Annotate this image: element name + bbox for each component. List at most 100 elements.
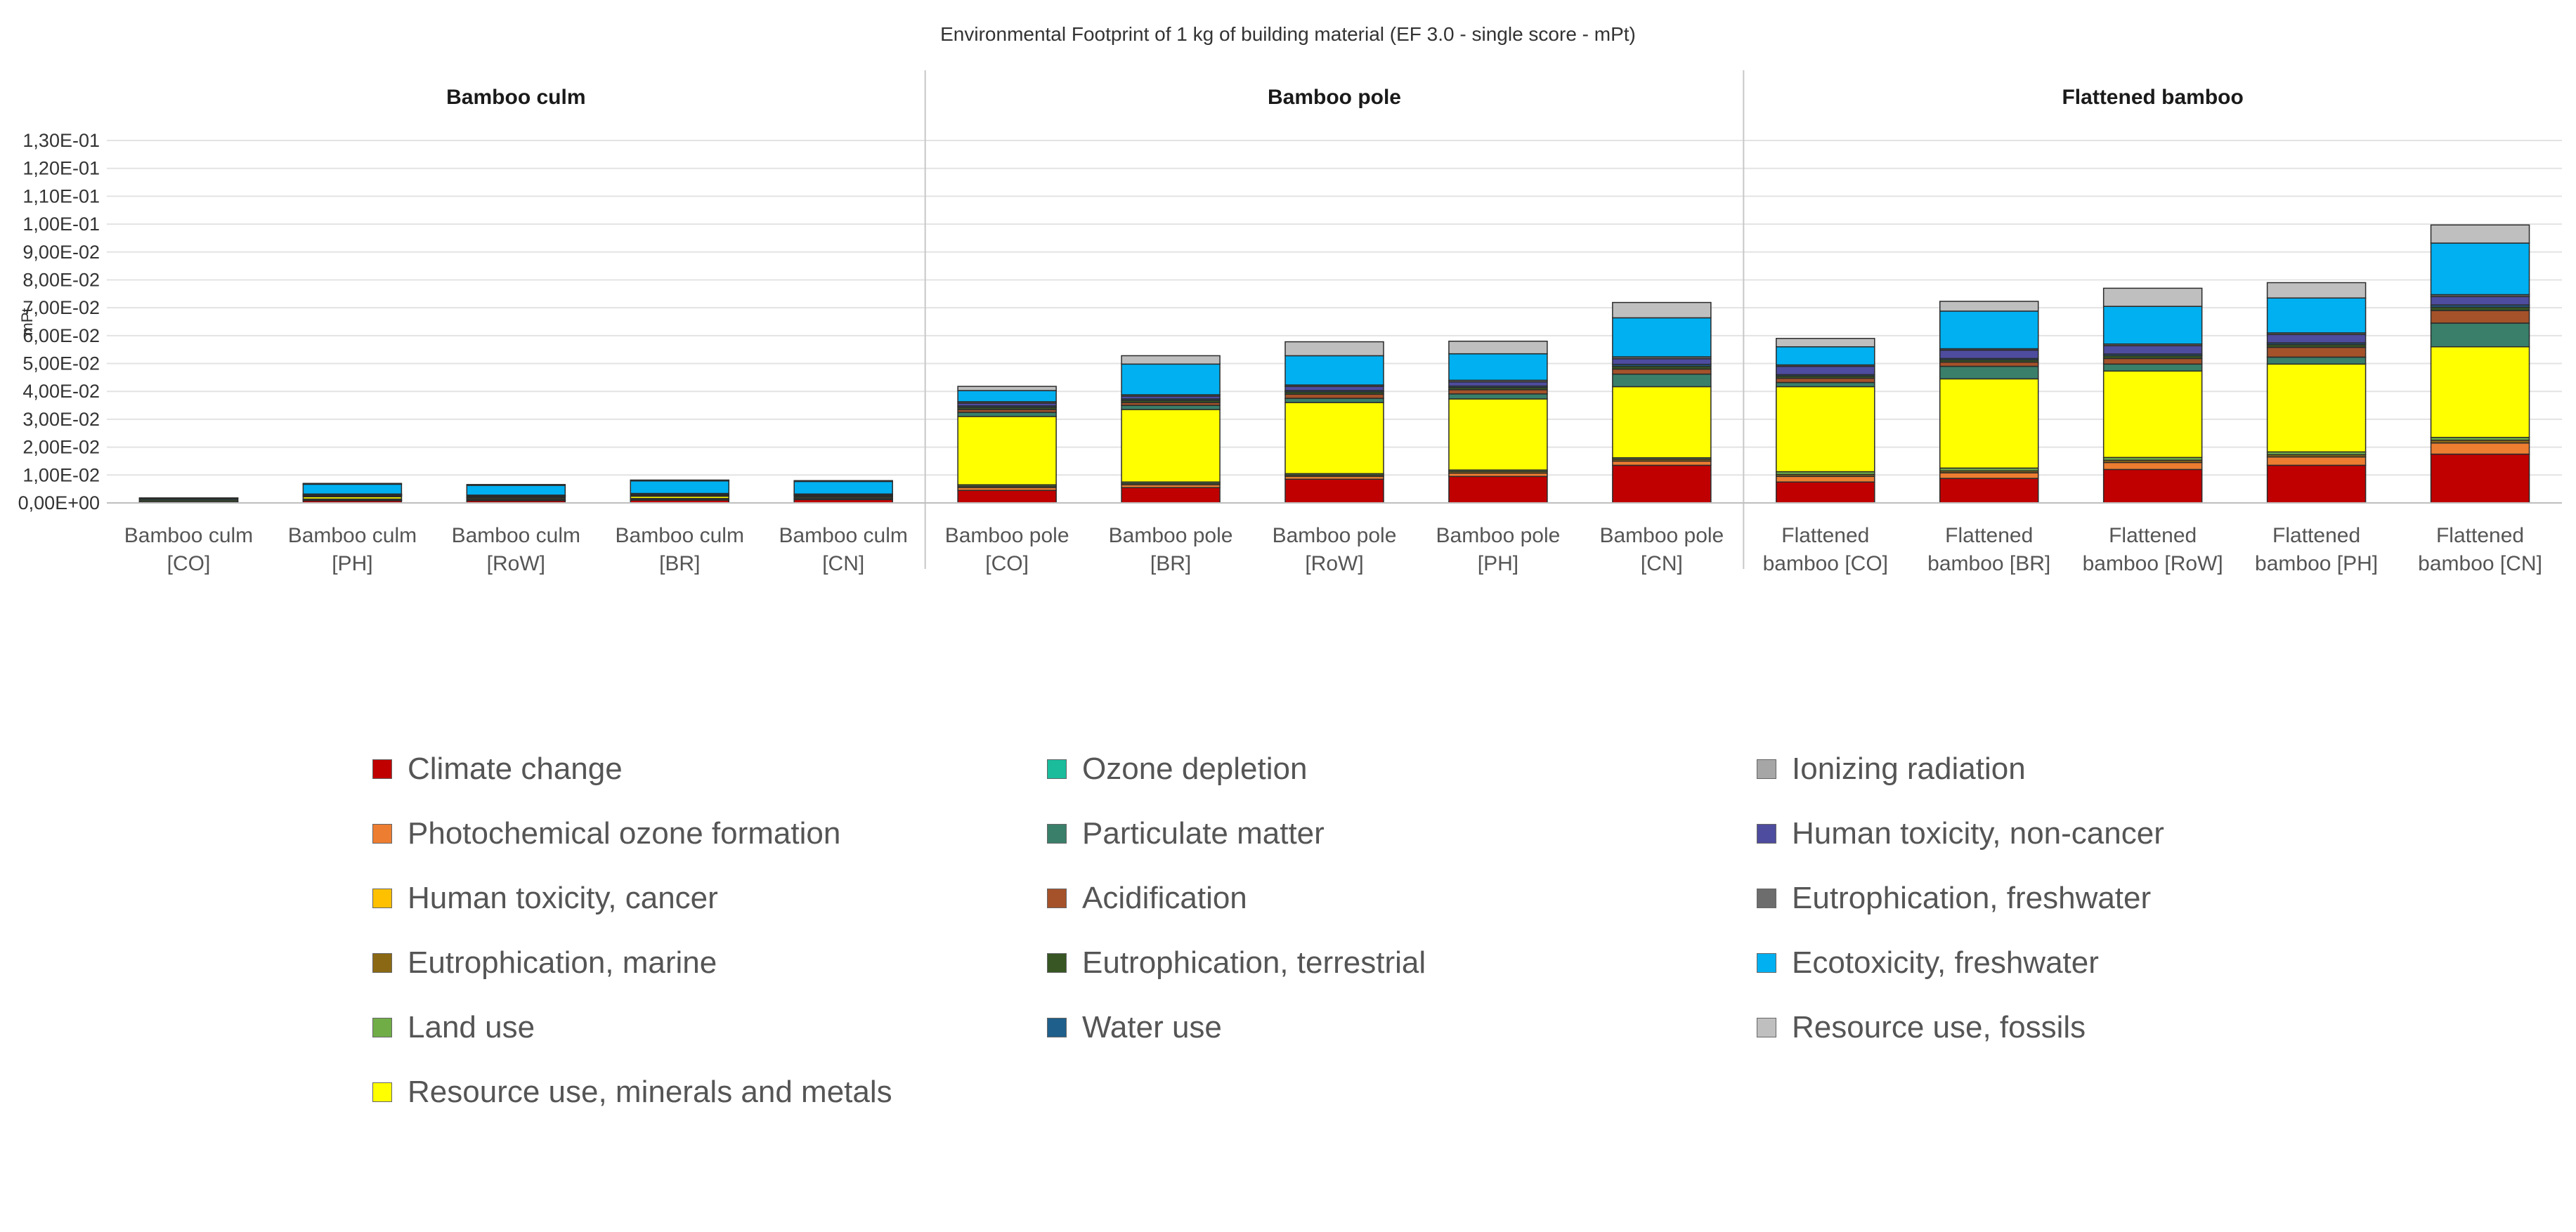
bar-segment <box>1284 355 1384 386</box>
legend-label: Human toxicity, cancer <box>408 881 718 915</box>
legend-swatch <box>1047 824 1067 844</box>
bar-segment <box>302 483 403 485</box>
bar-segment <box>2430 453 2530 504</box>
x-tick-label: Bamboo culm <box>616 524 744 547</box>
bar-segment <box>1448 389 1548 395</box>
bar-segment <box>1939 310 2039 350</box>
bar-segment <box>466 485 566 496</box>
bar-segment <box>1448 393 1548 400</box>
legend-swatch <box>1047 1018 1067 1037</box>
bar-segment <box>1939 301 2039 312</box>
legend-label: Land use <box>408 1010 535 1044</box>
bar-segment <box>1121 487 1221 504</box>
y-tick-label: 1,30E-01 <box>22 130 100 151</box>
bar-segment <box>1121 355 1221 365</box>
bar-segment <box>2266 363 2367 453</box>
bar-segment <box>1612 317 1712 358</box>
legend-swatch <box>372 1018 392 1037</box>
x-tick-label: Bamboo culm <box>779 524 907 547</box>
x-tick-label: [BR] <box>1150 552 1191 575</box>
y-axis-label: mPt <box>18 308 36 335</box>
y-tick-label: 8,00E-02 <box>22 269 100 290</box>
legend-swatch <box>372 759 392 779</box>
legend-label: Water use <box>1082 1010 1222 1044</box>
legend-swatch <box>1757 953 1776 973</box>
bar-segment <box>2430 224 2530 244</box>
bar-segment <box>2266 297 2367 334</box>
legend-swatch <box>1757 889 1776 908</box>
x-tick-label: [PH] <box>332 552 372 575</box>
bar-segment <box>1612 358 1712 365</box>
legend-swatch <box>372 1082 392 1102</box>
y-tick-label: 1,10E-01 <box>22 185 100 207</box>
bar-segment <box>1776 338 1875 348</box>
bar-segment <box>793 480 893 495</box>
bar-segment <box>1776 481 1875 504</box>
legend-item: Eutrophication, terrestrial <box>1047 945 1426 981</box>
y-tick-label: 1,20E-01 <box>22 158 100 179</box>
bar-segment <box>957 490 1057 504</box>
bar-segment <box>1448 381 1548 387</box>
x-tick-label: Bamboo pole <box>1599 524 1724 547</box>
x-tick-label: bamboo [PH] <box>2255 552 2378 575</box>
bar-segment <box>1776 386 1875 473</box>
bar-segment <box>1612 464 1712 504</box>
legend-item: Water use <box>1047 1010 1222 1045</box>
bar-segment <box>1939 349 2039 360</box>
legend-item: Climate change <box>372 752 623 787</box>
bar-segment <box>2430 442 2530 455</box>
bar-segment <box>2430 310 2530 324</box>
bar-segment <box>1121 409 1221 483</box>
x-tick-label: Bamboo culm <box>452 524 580 547</box>
legend-swatch <box>1047 759 1067 779</box>
legend-item: Land use <box>372 1010 535 1045</box>
bar-segment <box>2102 345 2203 355</box>
legend-item: Ionizing radiation <box>1757 752 2026 787</box>
x-tick-label: Flattened <box>1945 524 2033 547</box>
chart-title: Environmental Footprint of 1 kg of build… <box>940 23 1636 45</box>
x-tick-label: [CO] <box>167 552 211 575</box>
x-tick-label: [PH] <box>1478 552 1518 575</box>
bar-segment <box>2102 461 2203 471</box>
bar-segment <box>2266 346 2367 358</box>
bar-segment <box>1448 341 1548 355</box>
bar-segment <box>1612 386 1712 459</box>
bar-segment <box>2266 334 2367 343</box>
x-tick-label: [RoW] <box>487 552 545 575</box>
bar-segment <box>2266 282 2367 299</box>
bar-segment <box>793 480 893 483</box>
bar-segment <box>1939 378 2039 469</box>
bar-segment <box>2102 363 2203 372</box>
legend-label: Resource use, minerals and metals <box>408 1075 892 1109</box>
bar-segment <box>1284 398 1384 403</box>
bar-segment <box>1612 460 1712 466</box>
x-tick-label: bamboo [RoW] <box>2083 552 2223 575</box>
x-tick-label: [BR] <box>659 552 700 575</box>
x-tick-label: Bamboo pole <box>1273 524 1397 547</box>
bar-segment <box>1448 476 1548 504</box>
bar-segment <box>630 480 730 494</box>
bar-segment <box>1121 363 1221 395</box>
group-label: Bamboo culm <box>446 86 585 109</box>
bar-segment <box>2102 287 2203 307</box>
x-tick-label: [CN] <box>822 552 864 575</box>
x-tick-label: Bamboo culm <box>124 524 253 547</box>
legend-item: Acidification <box>1047 881 1247 916</box>
x-tick-label: [RoW] <box>1305 552 1363 575</box>
y-tick-label: 4,00E-02 <box>22 381 100 402</box>
legend-swatch <box>372 889 392 908</box>
legend-label: Eutrophication, freshwater <box>1792 881 2152 915</box>
x-tick-label: [CN] <box>1641 552 1683 575</box>
y-tick-label: 9,00E-02 <box>22 242 100 263</box>
bar-segment <box>1776 476 1875 483</box>
bar-segment <box>1612 373 1712 388</box>
x-tick-label: Bamboo pole <box>1436 524 1561 547</box>
legend-label: Photochemical ozone formation <box>408 816 841 851</box>
bar-segment <box>957 416 1057 485</box>
x-tick-label: Flattened <box>2109 524 2197 547</box>
bar-segment <box>957 412 1057 417</box>
legend-label: Human toxicity, non-cancer <box>1792 816 2164 851</box>
legend-swatch <box>1047 953 1067 973</box>
legend-item: Ecotoxicity, freshwater <box>1757 945 2099 981</box>
bar-segment <box>2266 356 2367 365</box>
